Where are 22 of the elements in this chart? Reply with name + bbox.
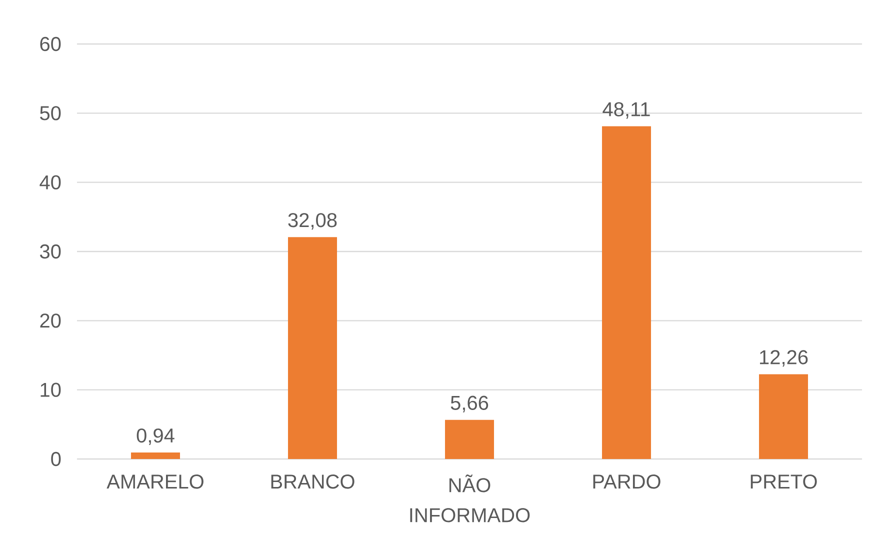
y-tick-label: 0 (51, 452, 61, 466)
y-tick-label: 30 (40, 244, 61, 259)
x-tick-label: BRANCO (271, 474, 354, 489)
x-tick-label: PRETO (750, 474, 817, 489)
y-tick-label: 60 (40, 36, 61, 52)
y-tick-label: 50 (40, 106, 61, 120)
bar (759, 374, 808, 459)
data-label: 5,66 (450, 396, 488, 412)
bar (131, 452, 180, 459)
data-label: 12,26 (760, 350, 808, 367)
x-tick-label: PARDO (593, 474, 660, 489)
y-tick-label: 40 (40, 175, 61, 190)
x-tick-label: NÃO INFORMADO (410, 474, 530, 522)
data-label: 32,08 (288, 213, 337, 230)
bar (445, 420, 494, 459)
bar (602, 126, 652, 459)
bar (288, 237, 338, 459)
y-tick-label: 10 (40, 382, 61, 397)
x-tick-label: AMARELO (106, 474, 204, 489)
data-label: 0,94 (136, 428, 174, 445)
data-label: 48,11 (602, 102, 650, 119)
y-tick-label: 20 (40, 314, 61, 328)
